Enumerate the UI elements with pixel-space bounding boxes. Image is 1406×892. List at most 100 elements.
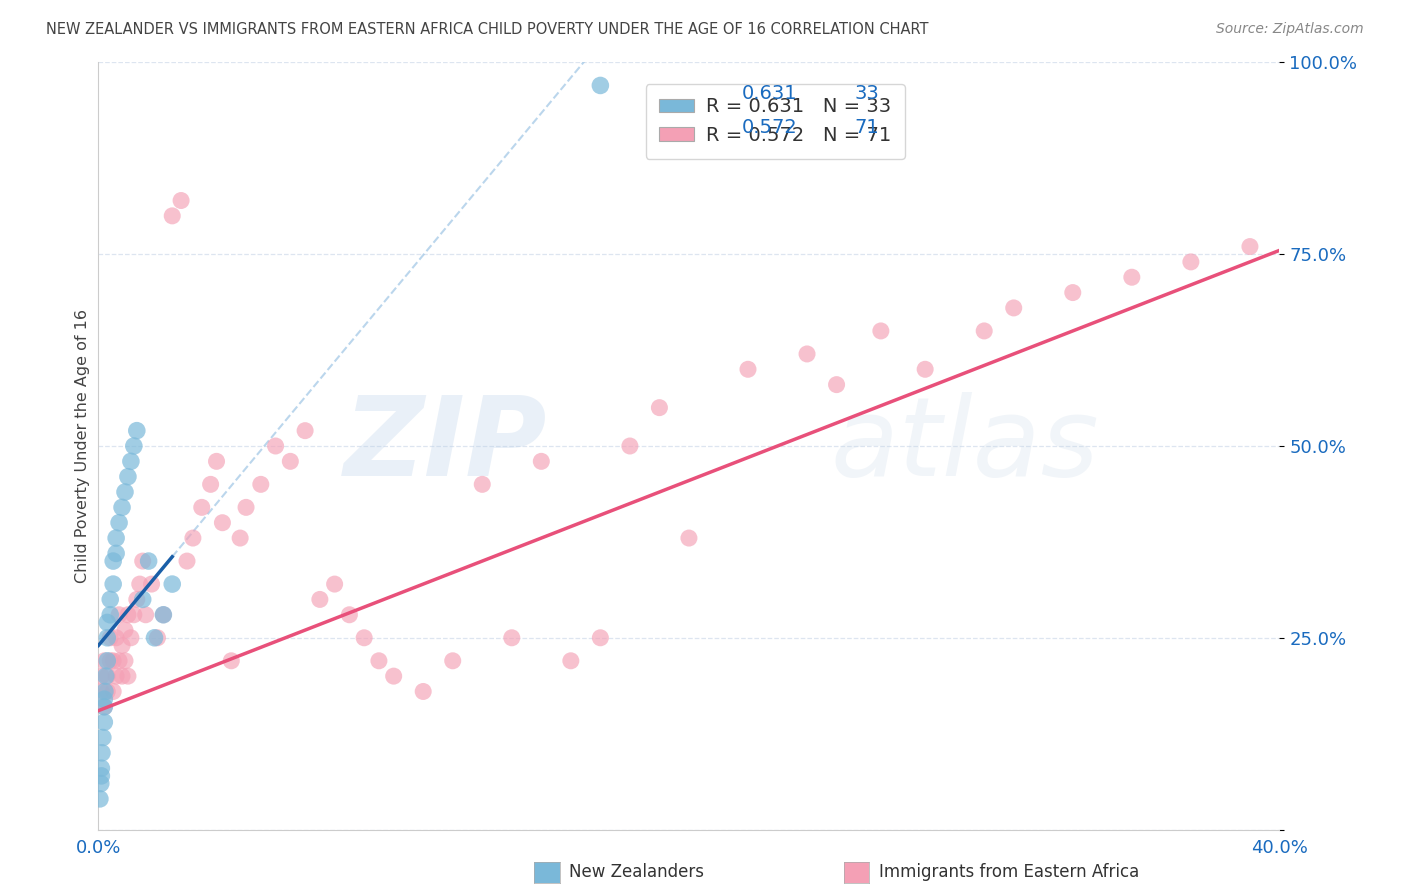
Point bbox=[294, 424, 316, 438]
Point bbox=[135, 607, 157, 622]
Point bbox=[1062, 285, 1084, 300]
Text: 0.572: 0.572 bbox=[742, 118, 797, 137]
Point bbox=[93, 699, 115, 714]
Point bbox=[90, 684, 112, 698]
Text: atlas: atlas bbox=[831, 392, 1099, 500]
Point bbox=[382, 669, 405, 683]
Point bbox=[221, 654, 243, 668]
Point bbox=[93, 699, 115, 714]
Point bbox=[200, 477, 222, 491]
Point bbox=[1121, 270, 1143, 285]
Point bbox=[205, 454, 228, 468]
Point bbox=[93, 692, 115, 706]
Point bbox=[471, 477, 494, 491]
Point bbox=[648, 401, 671, 415]
Point bbox=[132, 554, 155, 568]
Point bbox=[1180, 255, 1202, 269]
Point bbox=[309, 592, 332, 607]
Text: Immigrants from Eastern Africa: Immigrants from Eastern Africa bbox=[879, 863, 1139, 881]
Point bbox=[114, 654, 136, 668]
Point bbox=[162, 577, 183, 591]
Point bbox=[96, 654, 118, 668]
Point bbox=[114, 623, 136, 637]
Point bbox=[105, 631, 128, 645]
Point bbox=[122, 607, 145, 622]
Point bbox=[589, 78, 612, 93]
Point bbox=[105, 531, 128, 545]
Point bbox=[114, 485, 136, 500]
Point bbox=[122, 439, 145, 453]
Point bbox=[91, 731, 114, 745]
Point bbox=[94, 684, 117, 698]
Point bbox=[146, 631, 169, 645]
Point bbox=[96, 669, 118, 683]
Point bbox=[111, 669, 134, 683]
Point bbox=[441, 654, 464, 668]
Point bbox=[111, 500, 134, 515]
Point bbox=[250, 477, 273, 491]
Point bbox=[560, 654, 582, 668]
Point bbox=[89, 792, 111, 806]
Point bbox=[93, 654, 115, 668]
Point bbox=[117, 607, 139, 622]
Point bbox=[93, 715, 115, 730]
Point bbox=[191, 500, 214, 515]
Point bbox=[105, 669, 128, 683]
Text: NEW ZEALANDER VS IMMIGRANTS FROM EASTERN AFRICA CHILD POVERTY UNDER THE AGE OF 1: NEW ZEALANDER VS IMMIGRANTS FROM EASTERN… bbox=[46, 22, 929, 37]
Point bbox=[98, 592, 121, 607]
Point bbox=[132, 592, 155, 607]
Point bbox=[530, 454, 553, 468]
Point bbox=[91, 746, 114, 760]
Point bbox=[120, 454, 142, 468]
Point bbox=[96, 631, 118, 645]
Text: 33: 33 bbox=[855, 84, 879, 103]
Point bbox=[98, 607, 121, 622]
Point bbox=[96, 615, 118, 630]
Text: New Zealanders: New Zealanders bbox=[569, 863, 704, 881]
Point bbox=[125, 424, 148, 438]
Point bbox=[128, 577, 150, 591]
Point bbox=[914, 362, 936, 376]
Point bbox=[141, 577, 163, 591]
Point bbox=[152, 607, 174, 622]
Point bbox=[170, 194, 193, 208]
Point bbox=[1002, 301, 1025, 315]
Point bbox=[143, 631, 166, 645]
Point bbox=[117, 669, 139, 683]
Text: 71: 71 bbox=[855, 118, 879, 137]
Point bbox=[90, 769, 112, 783]
Point bbox=[103, 554, 125, 568]
Point bbox=[181, 531, 204, 545]
Point bbox=[235, 500, 257, 515]
Point bbox=[117, 469, 139, 483]
Point bbox=[825, 377, 848, 392]
Text: ZIP: ZIP bbox=[343, 392, 547, 500]
Point bbox=[103, 577, 125, 591]
Point bbox=[412, 684, 434, 698]
Point bbox=[120, 631, 142, 645]
Point bbox=[111, 639, 134, 653]
Point bbox=[737, 362, 759, 376]
Point bbox=[98, 654, 121, 668]
Point bbox=[108, 516, 131, 530]
Point bbox=[96, 684, 118, 698]
Point bbox=[229, 531, 252, 545]
Point bbox=[103, 684, 125, 698]
Point bbox=[323, 577, 346, 591]
Point bbox=[1239, 239, 1261, 253]
Point bbox=[108, 607, 131, 622]
Point bbox=[264, 439, 287, 453]
Point bbox=[176, 554, 198, 568]
Point bbox=[105, 546, 128, 560]
Legend: R = 0.631   N = 33, R = 0.572   N = 71: R = 0.631 N = 33, R = 0.572 N = 71 bbox=[645, 84, 904, 159]
Point bbox=[678, 531, 700, 545]
Point bbox=[973, 324, 995, 338]
Y-axis label: Child Poverty Under the Age of 16: Child Poverty Under the Age of 16 bbox=[75, 309, 90, 583]
Point bbox=[90, 761, 112, 775]
Point bbox=[152, 607, 174, 622]
Point bbox=[90, 776, 112, 790]
Point bbox=[501, 631, 523, 645]
Point bbox=[98, 631, 121, 645]
Text: 0.631: 0.631 bbox=[742, 84, 797, 103]
Point bbox=[280, 454, 302, 468]
